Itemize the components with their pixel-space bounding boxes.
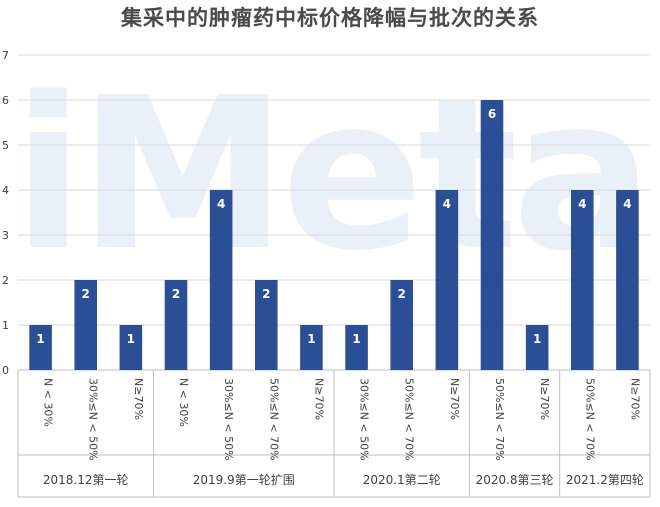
bar xyxy=(571,190,594,370)
data-label: 4 xyxy=(443,197,451,211)
bar xyxy=(164,280,188,370)
data-label: 6 xyxy=(488,107,496,121)
x-category-label: 50%≤N < 70% xyxy=(583,378,596,461)
data-label: 4 xyxy=(578,197,586,211)
bar xyxy=(616,190,639,370)
bar xyxy=(74,280,97,370)
bar xyxy=(345,325,368,370)
data-label: 2 xyxy=(398,287,406,301)
x-category-label: N < 30% xyxy=(42,378,55,427)
data-label: 1 xyxy=(533,332,541,346)
x-group-label: 2020.1第二轮 xyxy=(363,473,441,487)
y-tick-label: 3 xyxy=(2,229,9,242)
bar xyxy=(209,190,233,370)
bar xyxy=(525,325,549,370)
y-tick-label: 7 xyxy=(2,49,9,62)
bar xyxy=(255,280,278,370)
x-group-label: 2020.8第三轮 xyxy=(476,473,554,487)
bar xyxy=(300,325,323,370)
bar xyxy=(29,325,52,370)
x-category-label: 50%≤N < 70% xyxy=(493,378,506,461)
y-tick-label: 0 xyxy=(2,364,9,377)
x-group-label: 2021.2第四轮 xyxy=(566,473,644,487)
data-label: 1 xyxy=(307,332,315,346)
x-category-label: 30%≤N < 50% xyxy=(358,378,371,461)
x-category-label: N≥70% xyxy=(448,378,461,420)
bar xyxy=(119,325,143,370)
y-tick-label: 5 xyxy=(2,139,9,152)
x-category-label: N≥70% xyxy=(132,378,145,420)
x-group-label: 2018.12第一轮 xyxy=(43,473,129,487)
data-label: 2 xyxy=(262,287,270,301)
chart-title: 集采中的肿瘤药中标价格降幅与批次的关系 xyxy=(121,6,539,30)
x-category-label: N≥70% xyxy=(312,378,325,420)
bar xyxy=(480,100,504,370)
data-label: 2 xyxy=(82,287,90,301)
data-label: 1 xyxy=(36,332,44,346)
x-group-label: 2019.9第一轮扩围 xyxy=(193,473,295,487)
data-label: 2 xyxy=(172,287,180,301)
y-tick-label: 1 xyxy=(2,319,9,332)
x-category-label: N≥70% xyxy=(628,378,641,420)
x-category-label: 50%≤N < 70% xyxy=(403,378,416,461)
data-label: 4 xyxy=(623,197,631,211)
bar xyxy=(390,280,413,370)
x-category-label: 30%≤N < 50% xyxy=(222,378,235,461)
y-tick-label: 6 xyxy=(2,94,9,107)
y-tick-label: 4 xyxy=(2,184,9,197)
data-label: 1 xyxy=(352,332,360,346)
data-label: 4 xyxy=(217,197,225,211)
x-category-label: N≥70% xyxy=(538,378,551,420)
x-category-label: 50%≤N < 70% xyxy=(267,378,280,461)
bar xyxy=(435,190,459,370)
y-tick-label: 2 xyxy=(2,274,9,287)
x-category-label: 30%≤N < 50% xyxy=(87,378,100,461)
x-category-label: N < 30% xyxy=(177,378,190,427)
data-label: 1 xyxy=(127,332,135,346)
